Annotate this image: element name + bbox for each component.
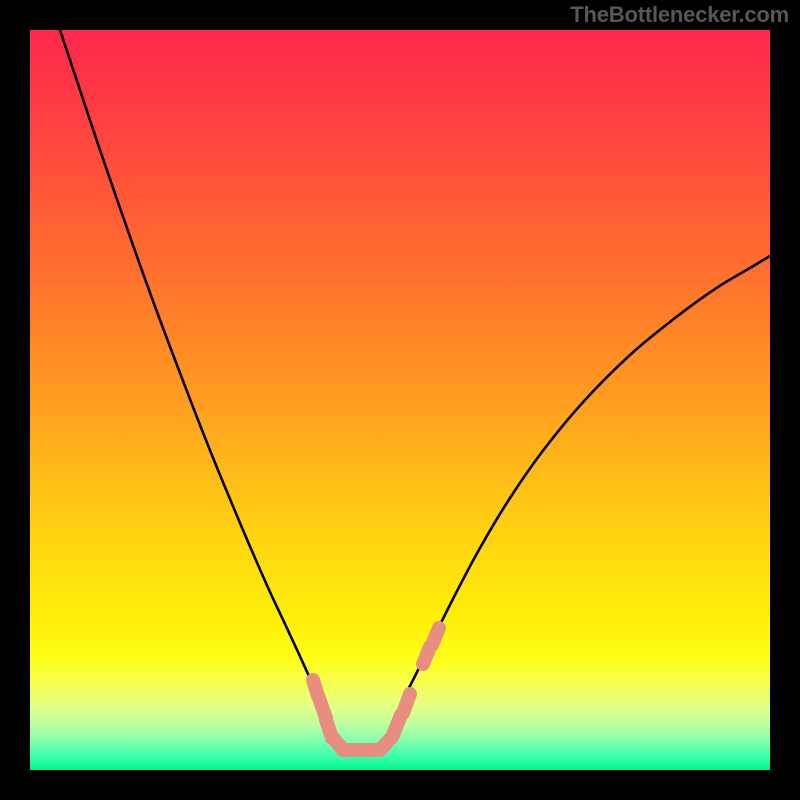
watermark-text: TheBottlenecker.com xyxy=(570,2,789,28)
chart-svg xyxy=(30,30,770,770)
plot-area xyxy=(30,30,770,770)
valley-marker-segment xyxy=(403,694,410,713)
left-curve xyxy=(60,30,316,692)
outer-frame: TheBottlenecker.com xyxy=(0,0,800,800)
valley-marker-segment xyxy=(432,628,439,645)
right-curve xyxy=(405,256,770,696)
